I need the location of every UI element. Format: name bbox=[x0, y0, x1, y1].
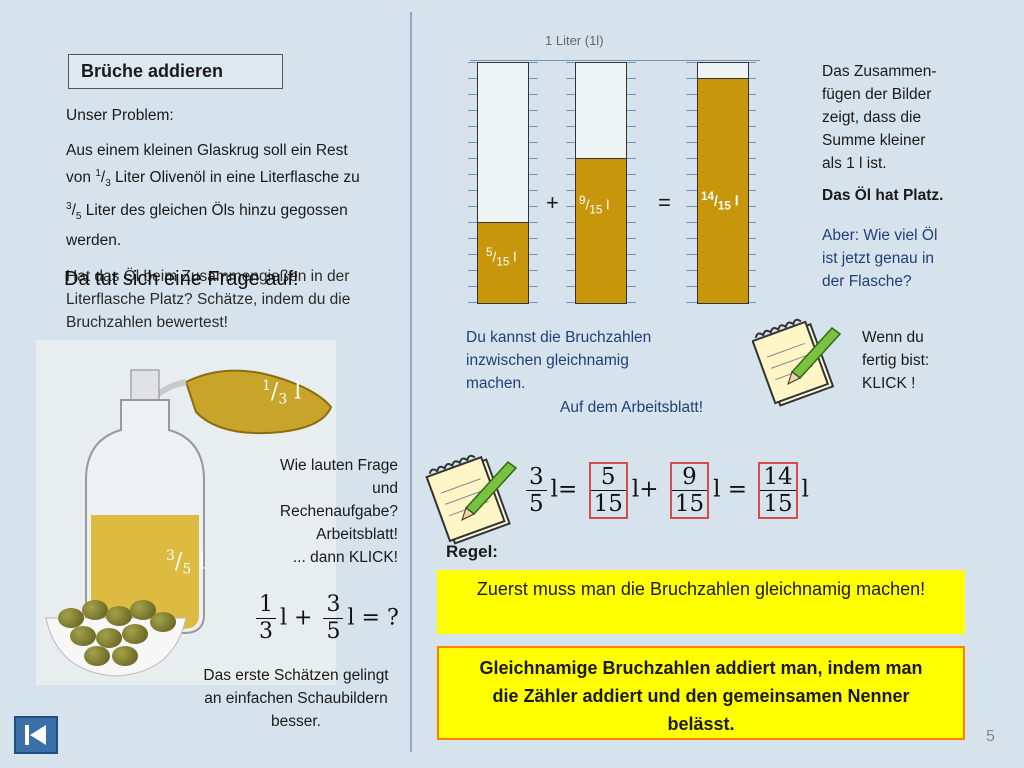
problem-label: Unser Problem: bbox=[66, 107, 174, 124]
glass-one-label: 5/15 l bbox=[486, 246, 517, 269]
liter-line bbox=[470, 60, 760, 62]
fraction-c: 9 15 bbox=[669, 462, 710, 519]
fraction-d: 14 15 bbox=[758, 462, 798, 519]
back-button[interactable] bbox=[14, 716, 58, 754]
question-note: Wie lauten Frage und Rechenaufgabe? Arbe… bbox=[279, 457, 398, 566]
skip-back-icon bbox=[25, 725, 46, 745]
olive-icon bbox=[106, 606, 132, 626]
glass-two-label: 9/15 l bbox=[579, 194, 610, 217]
olive-icon bbox=[96, 628, 122, 648]
rule-box-first: Zuerst muss man die Bruchzahlen gleichna… bbox=[437, 570, 965, 634]
olive-icon bbox=[130, 600, 156, 620]
equals-sign: = bbox=[658, 190, 671, 215]
rule-box-second: Gleichnamige Bruchzahlen addiert man, in… bbox=[437, 646, 965, 740]
olive-icon bbox=[58, 608, 84, 628]
olive-icon bbox=[122, 624, 148, 644]
fraction-one-third: 1/3 bbox=[95, 168, 111, 190]
fraction-three-fifths: 3/5 bbox=[66, 201, 82, 223]
glass-three bbox=[697, 62, 749, 304]
vertical-divider bbox=[410, 12, 412, 752]
liter-label: 1 Liter (1l) bbox=[545, 33, 604, 48]
jug-fraction-label: 1/3 l bbox=[262, 378, 302, 408]
notepad-pencil-icon[interactable] bbox=[752, 312, 848, 408]
olive-icon bbox=[150, 612, 176, 632]
bottle-fraction-label: 3/5 l bbox=[166, 548, 206, 578]
main-equation: 3 5 l= 5 15 l+ 9 15 l = 14 15 l bbox=[522, 462, 809, 519]
glass-two-fill bbox=[576, 158, 626, 303]
problem-text: Aus einem kleinen Glaskrug soll ein Rest… bbox=[66, 142, 360, 249]
glass-one bbox=[477, 62, 529, 304]
olive-icon bbox=[84, 646, 110, 666]
same-denominator-hint: Du kannst die Bruchzahlen inzwischen gle… bbox=[466, 329, 652, 392]
rule-label: Regel: bbox=[446, 542, 498, 561]
question-heading: Da tut sich eine Frage auf! bbox=[64, 268, 299, 290]
page-title: Brüche addieren bbox=[68, 54, 283, 89]
page-number: 5 bbox=[986, 728, 995, 745]
glass-three-label: 14/15 l bbox=[701, 190, 739, 213]
sum-note: Das Zusammen- fügen der Bilder zeigt, da… bbox=[822, 63, 937, 172]
notepad-pencil-icon[interactable] bbox=[424, 446, 524, 546]
plus-sign: + bbox=[546, 190, 559, 215]
glass-two bbox=[575, 62, 627, 304]
olive-icon bbox=[82, 600, 108, 620]
fits-statement: Das Öl hat Platz. bbox=[822, 187, 944, 204]
glass-one-fill bbox=[478, 222, 528, 303]
olive-icon bbox=[112, 646, 138, 666]
bottle-icon bbox=[85, 369, 205, 634]
olive-icon bbox=[70, 626, 96, 646]
worksheet-note: Auf dem Arbeitsblatt! bbox=[560, 399, 704, 416]
estimate-note: Das erste Schätzen gelingt an einfachen … bbox=[203, 667, 389, 730]
fraction-b: 5 15 bbox=[588, 462, 628, 519]
estimate-question: Hat das Öl beim Zusammengießen in der Li… bbox=[66, 268, 351, 331]
done-note: Wenn du fertig bist: KLICK ! bbox=[862, 329, 930, 392]
glass-three-fill bbox=[698, 78, 748, 303]
amount-question: Aber: Wie viel Öl ist jetzt genau in der… bbox=[822, 227, 938, 290]
